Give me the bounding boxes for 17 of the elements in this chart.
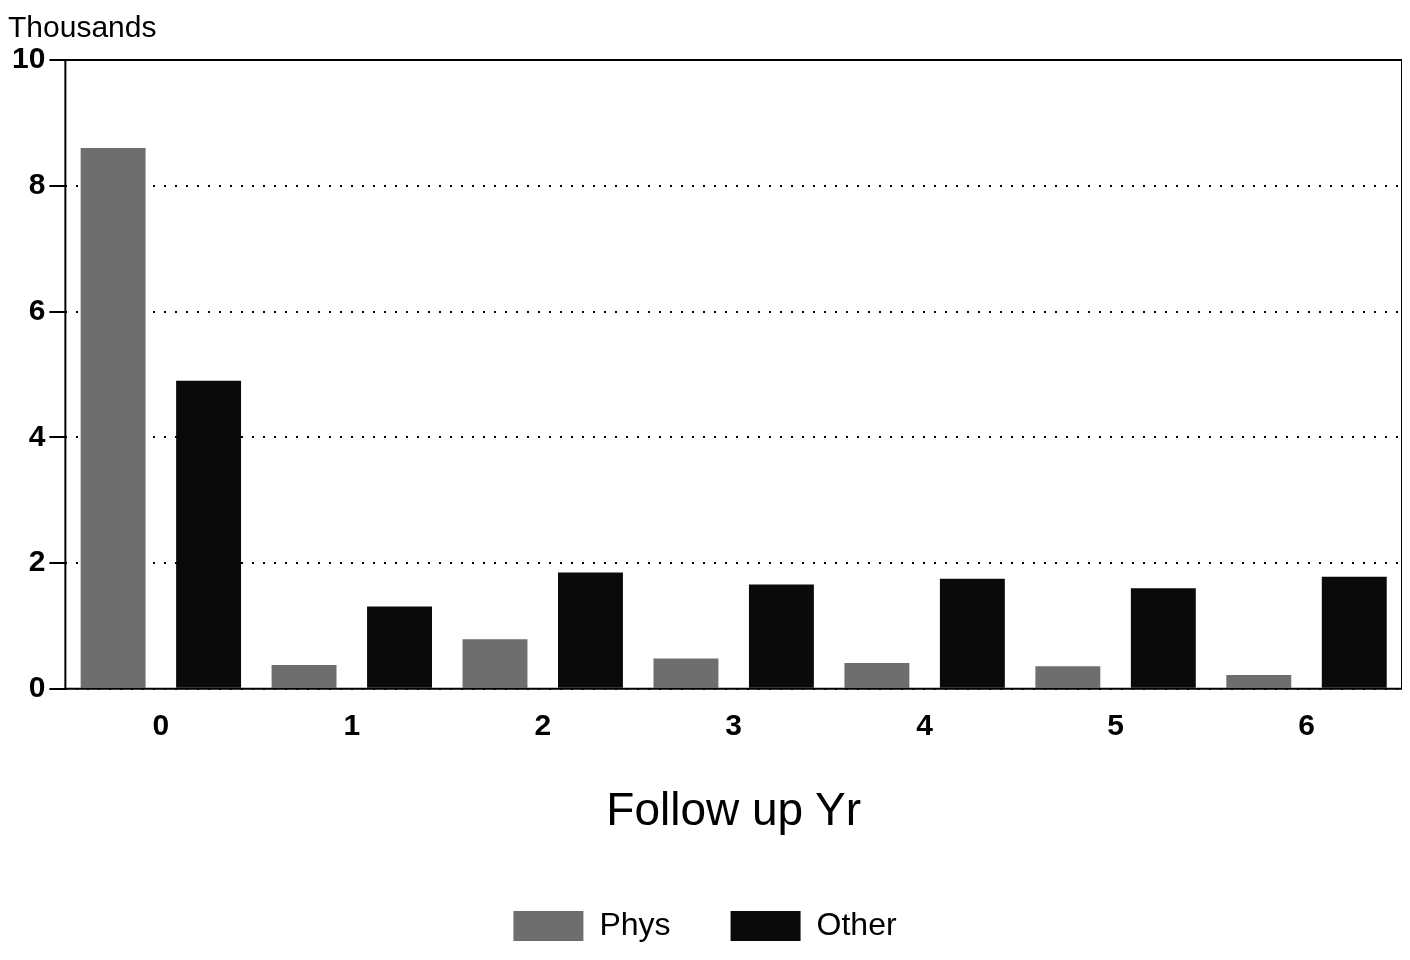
x-tick-label: 4 xyxy=(916,708,934,742)
y-tick-label: 6 xyxy=(28,292,46,326)
x-tick-label: 1 xyxy=(343,708,361,742)
legend-label: Phys xyxy=(599,905,671,942)
x-tick-label: 3 xyxy=(725,708,743,742)
x-tick-label: 5 xyxy=(1107,708,1124,742)
y-axis-title: Thousands xyxy=(8,10,157,44)
x-tick-label: 6 xyxy=(1298,708,1315,742)
y-tick-label: 8 xyxy=(28,167,46,201)
x-tick-label: 2 xyxy=(534,708,552,742)
x-axis-title: Follow up Yr xyxy=(606,783,862,836)
y-tick-label: 0 xyxy=(28,670,46,704)
y-tick-label: 4 xyxy=(28,418,46,452)
x-tick-label: 0 xyxy=(152,708,170,742)
y-tick-label: 10 xyxy=(11,41,46,75)
y-tick-label: 2 xyxy=(28,544,46,578)
legend-label: Other xyxy=(816,905,897,942)
